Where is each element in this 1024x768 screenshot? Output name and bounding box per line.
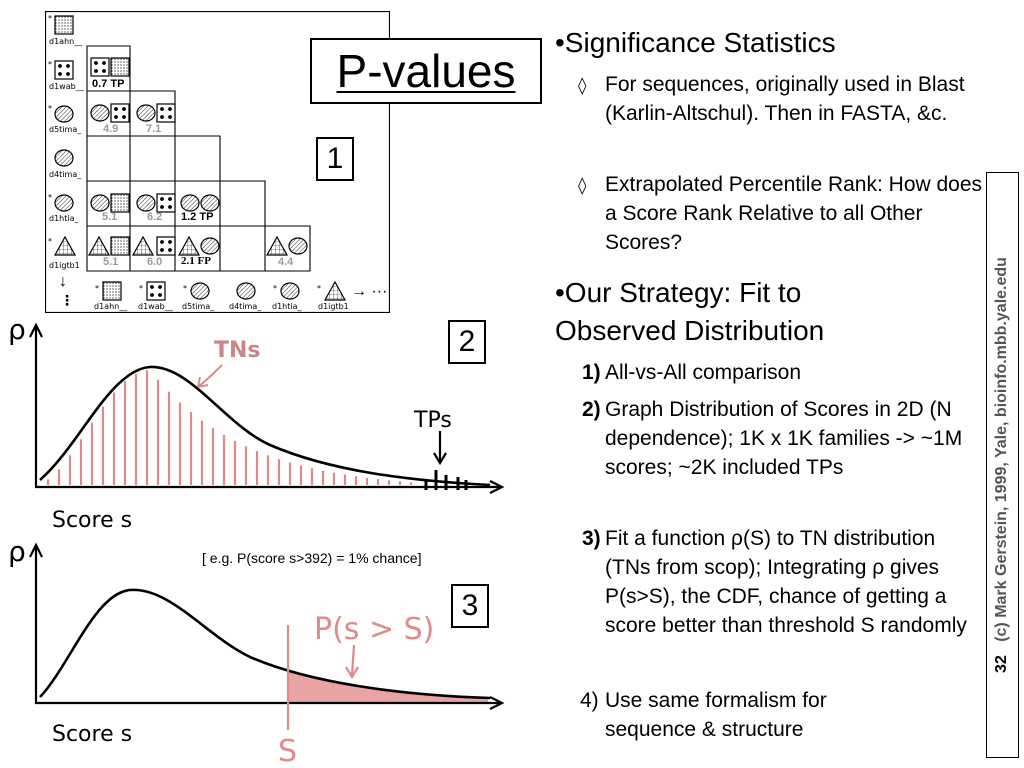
row-star-5: * bbox=[48, 193, 52, 202]
col-label-5: d1htia_ bbox=[272, 302, 302, 311]
row-icon-6 bbox=[54, 236, 76, 256]
row-star-1: * bbox=[48, 14, 52, 23]
row-star-6: * bbox=[48, 237, 52, 246]
col-star-5: * bbox=[273, 284, 277, 293]
vertical-dots-icon: ⋮ bbox=[60, 293, 74, 309]
tns-label: TNs bbox=[214, 338, 261, 363]
row-label-2: d1wab__ bbox=[49, 82, 84, 91]
row-star-3: * bbox=[48, 104, 52, 113]
score-label-3: Score s bbox=[52, 722, 132, 747]
row-icon-1 bbox=[54, 15, 74, 35]
tn-curve bbox=[39, 365, 491, 487]
diamond-2: ◊ bbox=[578, 176, 587, 196]
col-star-6: * bbox=[317, 284, 321, 293]
row-label-3: d5tima_ bbox=[49, 125, 82, 134]
col-label-1: d1ahn__ bbox=[94, 302, 128, 311]
p-label: P(s > S) bbox=[314, 612, 434, 647]
col-star-3: * bbox=[183, 284, 187, 293]
diamond-1: ◊ bbox=[578, 76, 587, 96]
sub-bullet-2: Extrapolated Percentile Rank: How does a… bbox=[605, 173, 983, 254]
sub-bullet-1: For sequences, originally used in Blast … bbox=[605, 73, 965, 125]
row-label-1: d1ahn__ bbox=[49, 37, 83, 46]
rho-label-2: ρ bbox=[8, 315, 26, 346]
rho-label-3: ρ bbox=[8, 535, 26, 568]
tps-label: TPs bbox=[413, 408, 452, 433]
matrix-drawing bbox=[44, 10, 391, 314]
row-icon-3 bbox=[54, 105, 74, 123]
col-label-6: d1igtb1 bbox=[318, 302, 349, 311]
score-r5c3: 1.2 TP bbox=[181, 211, 214, 223]
tail-area bbox=[288, 670, 488, 703]
right-arrow-icon: → ··· bbox=[351, 283, 388, 300]
step-1-number: 1) bbox=[582, 361, 601, 384]
col-star-1: * bbox=[95, 284, 99, 293]
score-r6c2: 6.0 bbox=[147, 256, 163, 268]
score-r6c3: 2.1 FP bbox=[181, 255, 211, 267]
comparison-matrix: * d1ahn__ * d1wab__ * d5tima_ d4tima_ * … bbox=[44, 10, 391, 314]
row-star-2: * bbox=[48, 60, 52, 69]
box-number-2: 2 bbox=[448, 320, 486, 364]
step-1-text: All-vs-All comparison bbox=[605, 361, 802, 384]
example-note: [ e.g. P(score s>392) = 1% chance] bbox=[202, 550, 422, 566]
col-label-4: d4tima_ bbox=[229, 302, 262, 311]
box-number-1: 1 bbox=[316, 137, 354, 181]
threshold-label: S bbox=[278, 734, 297, 768]
score-r5c1: 5.1 bbox=[102, 211, 118, 223]
slide-title: P-values bbox=[310, 38, 542, 104]
bullet-significance: •Significance Statistics bbox=[555, 27, 836, 58]
score-label-2: Score s bbox=[52, 508, 132, 533]
row-icon-2 bbox=[54, 60, 74, 80]
step-3-text: Fit a function ρ(S) to TN distribution (… bbox=[605, 527, 967, 637]
score-r5c2: 6.2 bbox=[147, 211, 163, 223]
score-distribution-plot: ρ TNs TPs Score s bbox=[8, 315, 505, 533]
row-icon-5 bbox=[54, 194, 74, 212]
credit-text: 32 (c) Mark Gerstein, 1999, Yale, bioinf… bbox=[993, 257, 1011, 673]
row-label-4: d4tima_ bbox=[49, 170, 82, 179]
bullet-strategy: •Our Strategy: Fit to Observed Distribut… bbox=[555, 277, 825, 346]
tn-histogram-bars bbox=[46, 370, 413, 485]
credit-frame bbox=[986, 172, 1019, 758]
tn-fit-curve bbox=[39, 588, 491, 700]
score-r3c2: 7.1 bbox=[146, 123, 162, 135]
score-r6c5: 4.4 bbox=[278, 256, 294, 268]
score-r6c1: 5.1 bbox=[103, 256, 119, 268]
down-arrow-icon: ↓ bbox=[59, 273, 67, 290]
col-label-3: d5tima_ bbox=[182, 302, 215, 311]
page-number: 32 bbox=[993, 655, 1010, 673]
col-label-2: d1wab__ bbox=[138, 302, 173, 311]
score-r3c1: 4.9 bbox=[103, 123, 119, 135]
step-2-number: 2) bbox=[582, 398, 601, 421]
step-4-number: 4) bbox=[580, 689, 599, 712]
step-3-number: 3) bbox=[582, 527, 601, 550]
score-r2c1: 0.7 TP bbox=[92, 78, 125, 90]
row-icon-4 bbox=[54, 149, 74, 167]
row-label-5: d1htia_ bbox=[49, 214, 79, 223]
tp-marks bbox=[424, 470, 468, 490]
integrated-tail-plot: ρ P(s > S) S Score s bbox=[8, 535, 505, 768]
copyright: (c) Mark Gerstein, 1999, Yale, bioinfo.m… bbox=[993, 257, 1010, 642]
box-number-3: 3 bbox=[451, 584, 489, 628]
row-label-6: d1igtb1 bbox=[49, 261, 80, 270]
col-star-2: * bbox=[139, 284, 143, 293]
step-4-text: Use same formalism for sequence & struct… bbox=[605, 689, 827, 741]
step-2-text: Graph Distribution of Scores in 2D (N de… bbox=[605, 398, 963, 479]
